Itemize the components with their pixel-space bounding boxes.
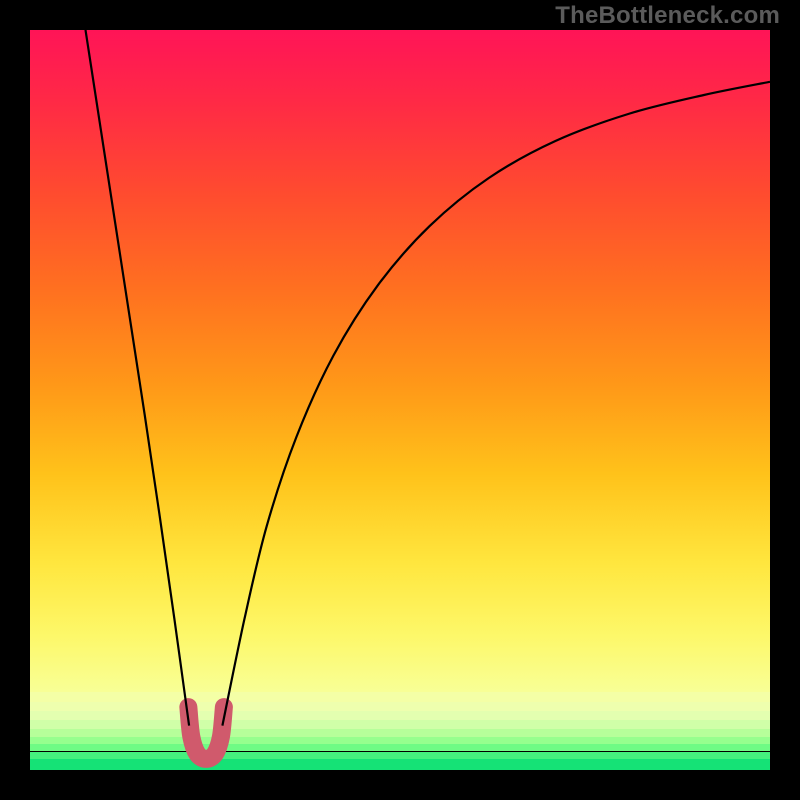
- curve-left-branch: [86, 30, 190, 726]
- curve-layer: [30, 30, 770, 770]
- watermark-text: TheBottleneck.com: [555, 2, 780, 30]
- chart-stage: TheBottleneck.com: [0, 0, 800, 800]
- curve-right-branch: [222, 82, 770, 726]
- u-marker: [188, 707, 224, 759]
- plot-area: [30, 30, 770, 770]
